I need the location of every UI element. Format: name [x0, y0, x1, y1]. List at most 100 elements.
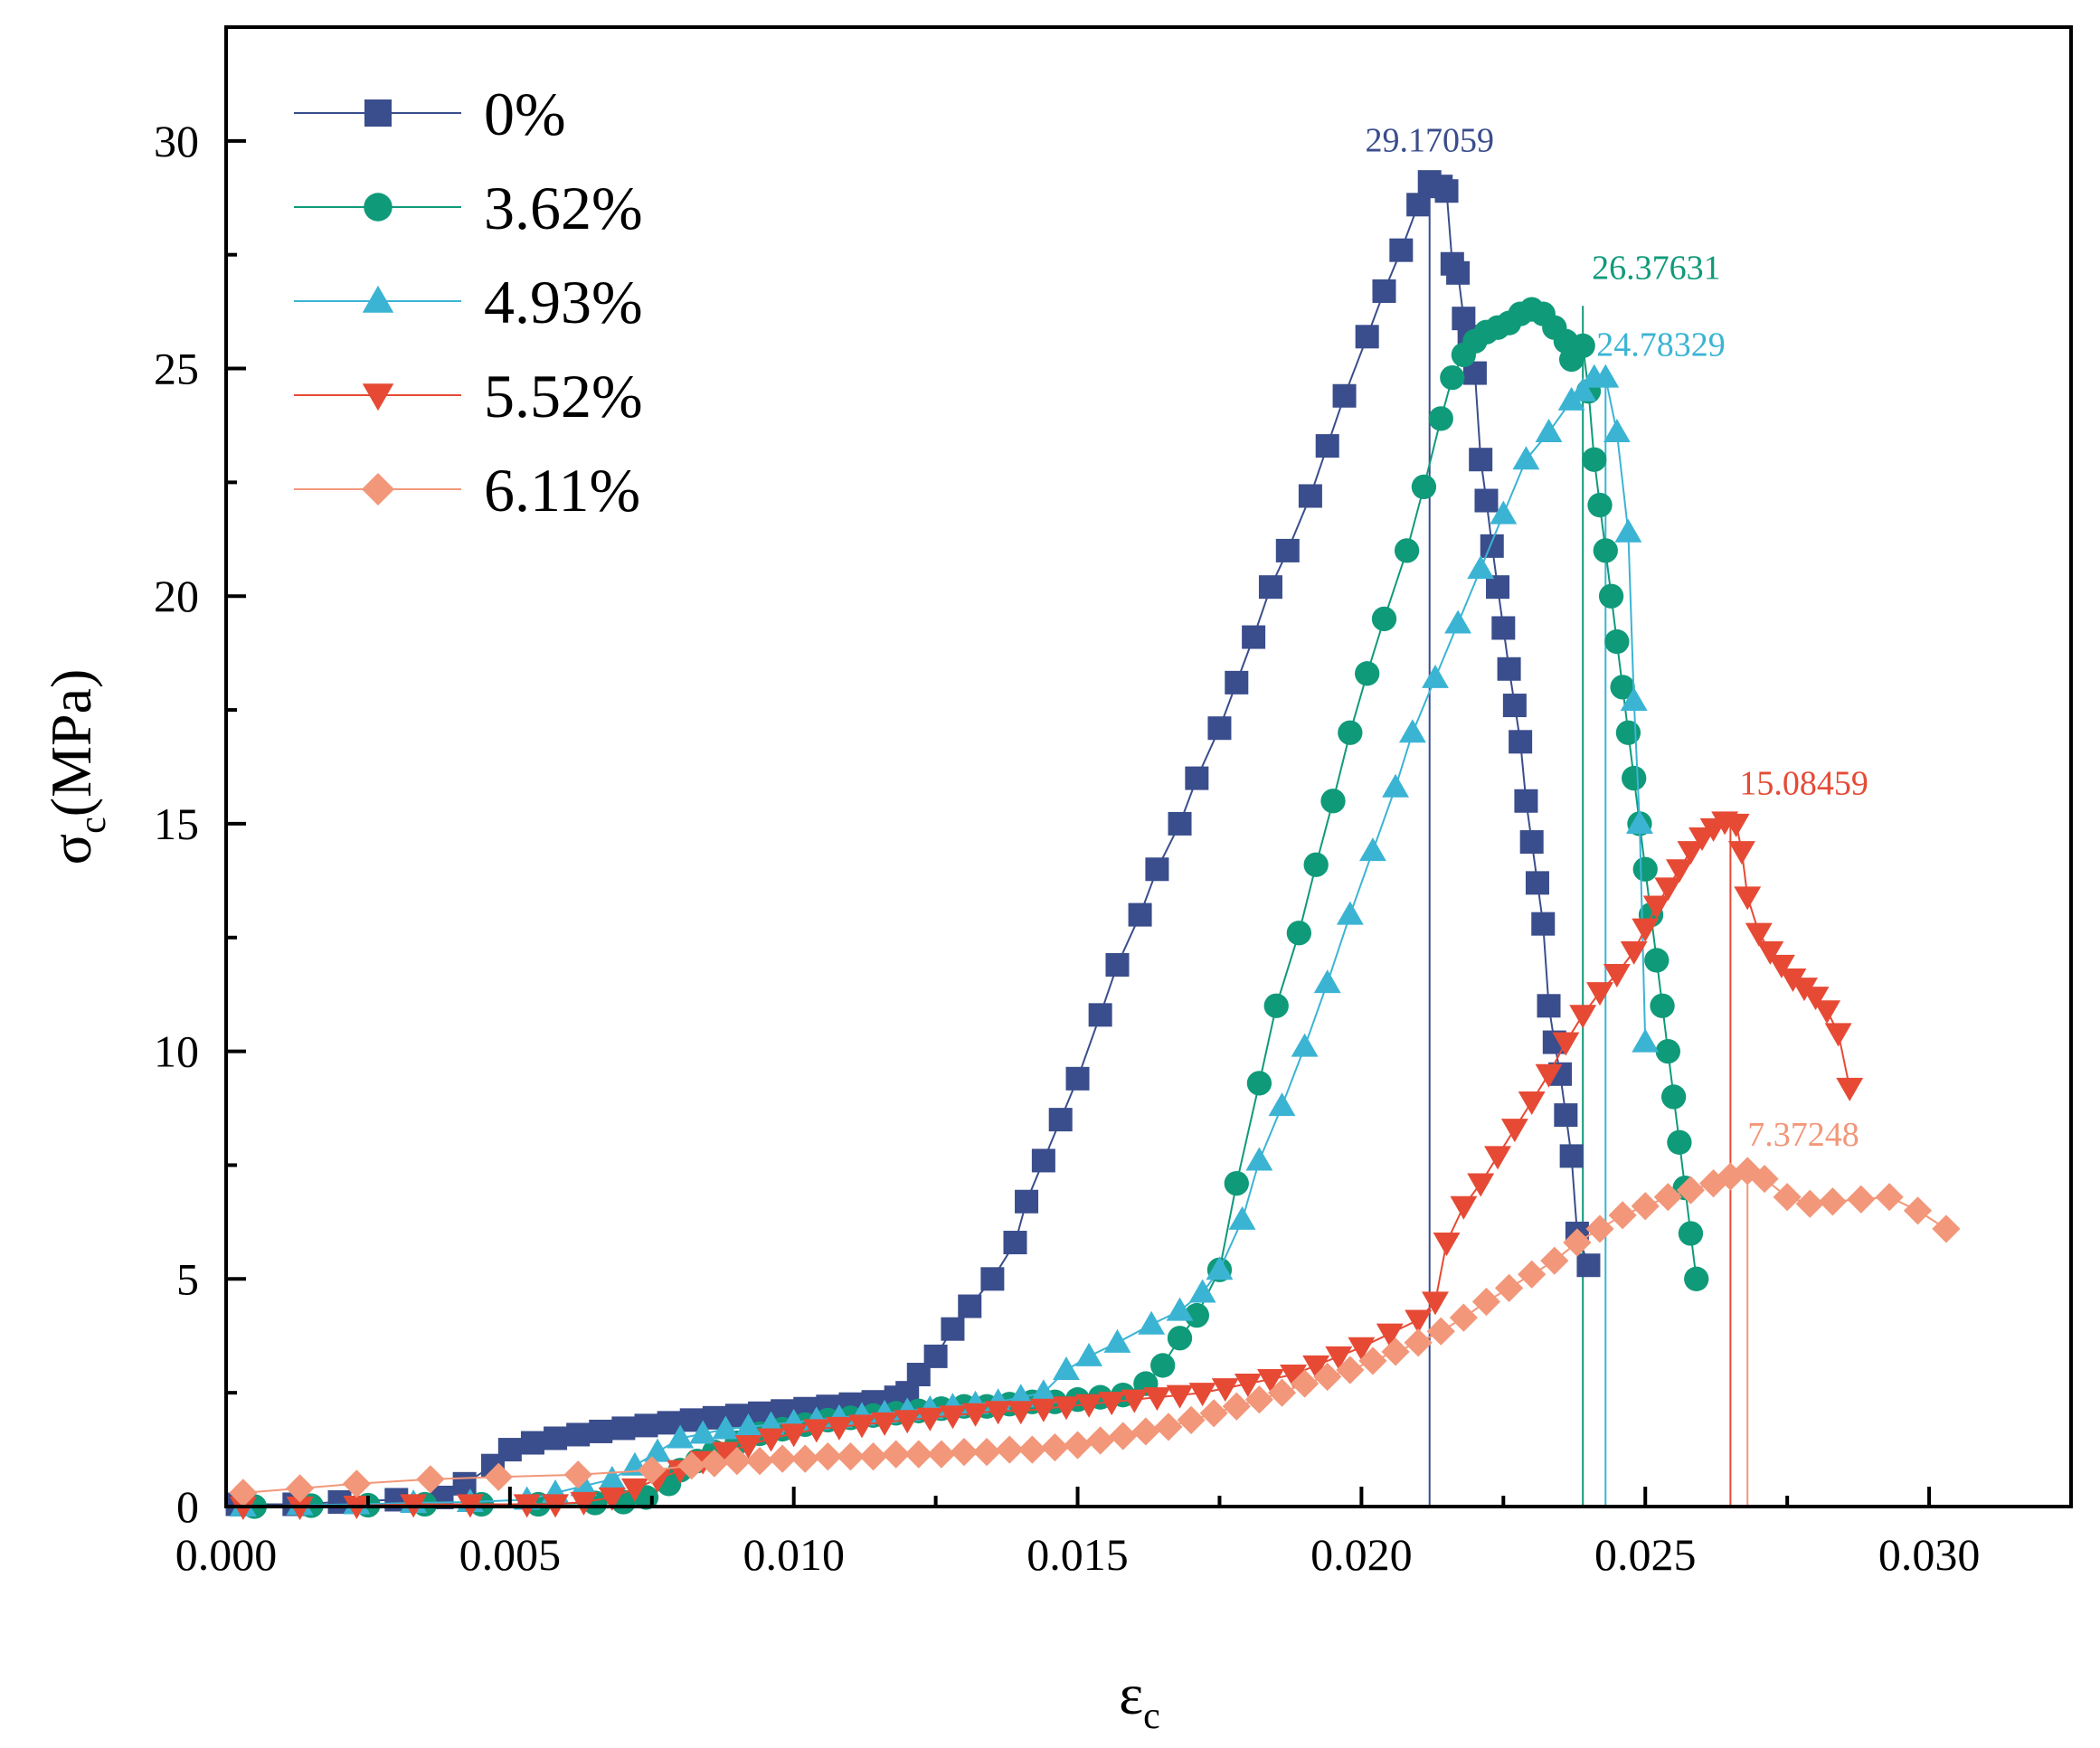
data-point	[1514, 789, 1538, 813]
data-point	[950, 1437, 979, 1467]
data-point	[1348, 1337, 1376, 1361]
data-point	[1303, 852, 1329, 877]
data-point	[1267, 1378, 1297, 1407]
data-point	[1224, 1170, 1249, 1196]
data-point	[1722, 813, 1750, 837]
data-point	[1109, 1422, 1138, 1450]
data-point	[1381, 1337, 1410, 1366]
x-tick-label: 0.020	[1310, 1529, 1413, 1580]
legend-item: 5.52%	[294, 362, 643, 430]
data-point	[1813, 1000, 1841, 1025]
data-point	[1665, 859, 1693, 883]
drop-lines	[1428, 178, 1749, 1507]
x-tick-label: 0.015	[1026, 1529, 1129, 1580]
data-point	[1632, 856, 1658, 882]
data-point	[1355, 325, 1379, 349]
data-point	[1150, 1353, 1176, 1378]
legend: 0% 3.62% 4.93% 5.52% 6.11%	[294, 80, 643, 524]
data-point	[916, 1407, 944, 1431]
peak-value-label: 15.08459	[1739, 765, 1868, 803]
data-point	[1003, 1231, 1027, 1255]
data-point	[1603, 419, 1631, 443]
data-point	[1394, 538, 1420, 563]
y-tick-label: 15	[154, 798, 199, 849]
data-point	[813, 1442, 842, 1471]
data-point	[1497, 657, 1521, 681]
data-point	[1268, 1092, 1296, 1117]
data-point	[1554, 1103, 1578, 1128]
data-point	[745, 1447, 774, 1476]
data-point	[1644, 948, 1670, 973]
data-point	[939, 1405, 967, 1430]
data-point	[1684, 1266, 1709, 1291]
peak-value-label: 7.37248	[1747, 1116, 1859, 1154]
data-point	[1615, 720, 1641, 745]
data-point	[342, 1469, 371, 1498]
data-point	[1582, 447, 1607, 472]
data-point	[958, 1294, 982, 1318]
data-point	[1531, 912, 1556, 936]
data-point	[1105, 952, 1130, 977]
data-point	[1245, 1147, 1273, 1171]
data-point	[1875, 1183, 1904, 1212]
legend-label: 3.62%	[484, 174, 643, 242]
data-point	[1358, 1346, 1387, 1375]
data-point	[1491, 616, 1516, 640]
data-point	[1166, 1297, 1194, 1321]
data-point	[848, 1414, 875, 1439]
x-tick-label: 0.030	[1878, 1529, 1981, 1580]
data-point	[1398, 719, 1426, 743]
data-point	[1795, 1189, 1824, 1218]
data-point	[1234, 1374, 1262, 1398]
data-point	[566, 1422, 591, 1447]
data-point	[723, 1447, 752, 1476]
data-point	[712, 1415, 740, 1440]
data-point	[1336, 1356, 1365, 1384]
data-point	[1075, 1342, 1103, 1366]
data-point	[1734, 886, 1762, 911]
data-point	[1338, 720, 1363, 745]
data-point	[1434, 179, 1459, 203]
data-point	[1029, 1379, 1057, 1403]
data-point	[1242, 625, 1266, 649]
data-point	[1302, 1355, 1330, 1379]
data-point	[1678, 1221, 1704, 1246]
legend-item: 0%	[294, 80, 566, 148]
series-5-52pct	[229, 811, 1864, 1520]
data-point	[1563, 1228, 1592, 1257]
data-point	[1467, 1173, 1495, 1197]
data-point	[1167, 1326, 1193, 1351]
data-point	[1469, 448, 1493, 472]
data-point	[1422, 1291, 1449, 1316]
data-point	[1486, 575, 1510, 600]
data-point	[1411, 474, 1437, 500]
data-point	[984, 1401, 1012, 1425]
data-point	[1773, 1183, 1802, 1212]
data-point	[1610, 675, 1635, 700]
series-layer	[225, 170, 1961, 1520]
data-point	[1103, 1328, 1131, 1353]
data-point	[1207, 716, 1232, 741]
data-point	[1177, 1405, 1206, 1434]
data-point	[1063, 1431, 1093, 1460]
data-point	[1660, 1084, 1687, 1110]
data-point	[1444, 609, 1472, 634]
data-point	[1467, 555, 1495, 580]
data-point	[1604, 628, 1630, 655]
data-point	[1535, 1063, 1563, 1088]
data-point	[1154, 1413, 1183, 1441]
data-point	[544, 1426, 568, 1450]
y-tick-label: 25	[154, 344, 199, 394]
data-point	[1585, 1214, 1614, 1243]
data-point	[1031, 1148, 1055, 1173]
data-point	[1313, 1362, 1342, 1392]
data-point	[1145, 857, 1169, 882]
data-point	[790, 1444, 819, 1473]
data-point	[1512, 446, 1540, 470]
data-point	[712, 1441, 740, 1466]
data-point	[1586, 982, 1613, 1006]
data-point	[961, 1403, 989, 1427]
data-point	[1750, 1164, 1779, 1194]
data-point	[1654, 877, 1682, 902]
y-tick-label: 30	[154, 116, 199, 166]
